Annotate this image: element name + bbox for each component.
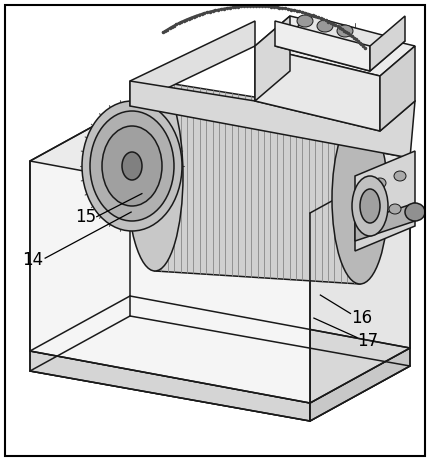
Polygon shape (30, 316, 410, 421)
Ellipse shape (369, 211, 381, 221)
Text: 15: 15 (75, 207, 97, 226)
Text: 17: 17 (357, 332, 378, 350)
Ellipse shape (297, 15, 313, 27)
Ellipse shape (90, 111, 174, 221)
Polygon shape (30, 351, 310, 421)
Polygon shape (30, 296, 410, 403)
Ellipse shape (317, 20, 333, 32)
Ellipse shape (360, 189, 380, 223)
Polygon shape (275, 21, 370, 71)
Ellipse shape (389, 204, 401, 214)
Polygon shape (130, 71, 415, 158)
Polygon shape (130, 21, 255, 106)
Text: 16: 16 (350, 309, 372, 327)
Ellipse shape (405, 203, 425, 221)
Polygon shape (380, 46, 415, 131)
Polygon shape (355, 151, 415, 251)
Polygon shape (30, 106, 130, 351)
Polygon shape (310, 348, 410, 421)
Polygon shape (255, 16, 290, 101)
Polygon shape (310, 158, 410, 403)
Ellipse shape (337, 25, 353, 37)
Ellipse shape (352, 176, 388, 236)
Polygon shape (355, 203, 415, 241)
Polygon shape (30, 161, 310, 403)
Polygon shape (255, 46, 380, 131)
Ellipse shape (394, 171, 406, 181)
Text: 14: 14 (22, 251, 43, 270)
Polygon shape (130, 106, 410, 348)
Ellipse shape (122, 152, 142, 180)
Polygon shape (155, 81, 360, 284)
Polygon shape (275, 16, 405, 71)
Ellipse shape (374, 178, 386, 188)
Ellipse shape (82, 101, 182, 231)
Ellipse shape (102, 126, 162, 206)
Polygon shape (255, 71, 415, 131)
Ellipse shape (127, 81, 183, 271)
Polygon shape (370, 16, 405, 71)
Ellipse shape (332, 114, 388, 284)
Polygon shape (255, 16, 415, 76)
